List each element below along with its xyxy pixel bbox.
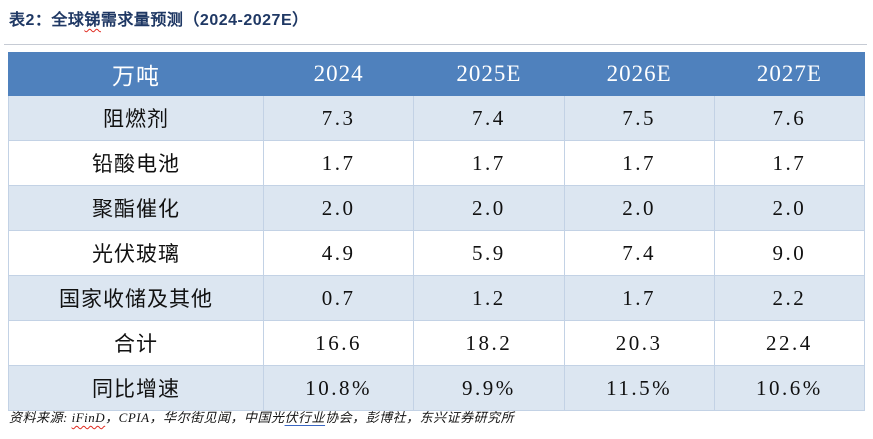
- table-cell: 7.6: [713, 95, 866, 141]
- source-text-mid: ，CPIA，华尔街见闻，中国光: [105, 410, 285, 425]
- source-ifind-spellcheck: iFinD: [71, 410, 106, 425]
- table-cell: 7.4: [413, 95, 565, 141]
- title-text-left: 表2：全球: [9, 12, 85, 29]
- row-label: 铅酸电池: [8, 140, 264, 186]
- column-header-2026e: 2026E: [563, 52, 715, 96]
- table-cell: 0.7: [262, 275, 415, 321]
- table-row-yoy-growth: 同比增速 10.8% 9.9% 11.5% 10.6%: [8, 365, 866, 411]
- row-label: 光伏玻璃: [8, 230, 264, 276]
- table-cell: 22.4: [713, 320, 866, 366]
- source-hyperlink-fragment[interactable]: 伏行业: [284, 410, 326, 425]
- table-cell: 4.9: [262, 230, 415, 276]
- table-cell: 1.7: [713, 140, 866, 186]
- corner-header-unit: 万吨: [8, 52, 264, 96]
- table-cell: 1.7: [413, 140, 565, 186]
- table-cell: 9.9%: [413, 365, 565, 411]
- row-label: 同比增速: [8, 365, 264, 411]
- demand-forecast-table: 万吨 2024 2025E 2026E 2027E 阻燃剂 7.3 7.4 7.…: [8, 52, 866, 411]
- source-text-end: 协会，彭博社，东兴证券研究所: [325, 410, 515, 425]
- table-row-polyester-catalyst: 聚酯催化 2.0 2.0 2.0 2.0: [8, 185, 866, 231]
- table-cell: 7.5: [563, 95, 715, 141]
- table-cell: 2.2: [713, 275, 866, 321]
- title-text-right: 需求量预测（2024-2027E）: [100, 12, 309, 29]
- table-cell: 1.7: [563, 275, 715, 321]
- table-cell: 7.3: [262, 95, 415, 141]
- table-cell: 2.0: [713, 185, 866, 231]
- source-note: 资料来源: iFinD，CPIA，华尔街见闻，中国光伏行业协会，彭博社，东兴证券…: [9, 407, 514, 426]
- column-header-2024: 2024: [262, 52, 415, 96]
- table-cell: 7.4: [563, 230, 715, 276]
- table-row-lead-acid-battery: 铅酸电池 1.7 1.7 1.7 1.7: [8, 140, 866, 186]
- table-cell: 16.6: [262, 320, 415, 366]
- table-cell: 11.5%: [563, 365, 715, 411]
- table-cell: 10.6%: [713, 365, 866, 411]
- table-cell: 1.2: [413, 275, 565, 321]
- header-row: 万吨 2024 2025E 2026E 2027E: [8, 52, 866, 96]
- table-cell: 2.0: [262, 185, 415, 231]
- table-cell: 1.7: [563, 140, 715, 186]
- table-row-pv-glass: 光伏玻璃 4.9 5.9 7.4 9.0: [8, 230, 866, 276]
- row-label: 合计: [8, 320, 264, 366]
- table-cell: 10.8%: [262, 365, 415, 411]
- table-cell: 2.0: [563, 185, 715, 231]
- row-label: 阻燃剂: [8, 95, 264, 141]
- table-cell: 20.3: [563, 320, 715, 366]
- row-label: 国家收储及其他: [8, 275, 264, 321]
- title-spellcheck-word: 锑: [84, 12, 101, 29]
- table-row-national-reserve-others: 国家收储及其他 0.7 1.2 1.7 2.2: [8, 275, 866, 321]
- table-row-flame-retardant: 阻燃剂 7.3 7.4 7.5 7.6: [8, 95, 866, 141]
- row-label: 聚酯催化: [8, 185, 264, 231]
- divider-line: [4, 44, 867, 45]
- column-header-2027e: 2027E: [713, 52, 866, 96]
- source-label: 资料来源:: [9, 410, 72, 425]
- table-cell: 18.2: [413, 320, 565, 366]
- table-cell: 1.7: [262, 140, 415, 186]
- table-cell: 2.0: [413, 185, 565, 231]
- table-cell: 5.9: [413, 230, 565, 276]
- table-cell: 9.0: [713, 230, 866, 276]
- page-title: 表2：全球锑需求量预测（2024-2027E）: [9, 6, 309, 30]
- table-row-total: 合计 16.6 18.2 20.3 22.4: [8, 320, 866, 366]
- column-header-2025e: 2025E: [413, 52, 565, 96]
